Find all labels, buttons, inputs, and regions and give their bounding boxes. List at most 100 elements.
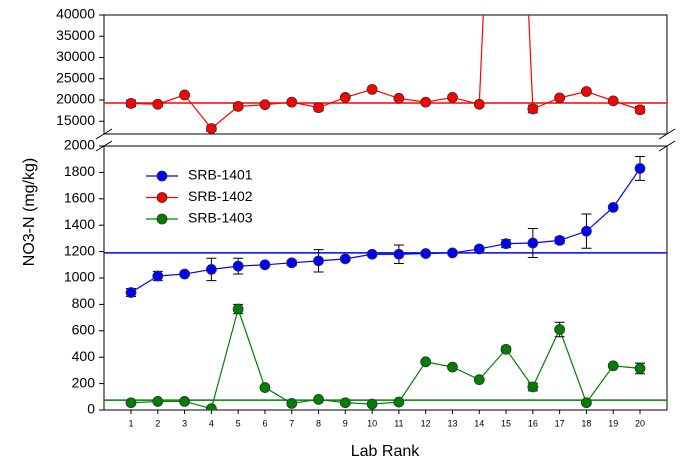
legend-label: SRB-1402	[188, 188, 253, 204]
data-point	[366, 248, 378, 260]
break-mark	[658, 128, 676, 140]
upper-plot	[104, 15, 667, 134]
data-point	[232, 100, 244, 112]
data-point	[447, 92, 458, 103]
y-tick-label: 2000	[64, 137, 95, 153]
data-point	[473, 243, 485, 255]
data-point	[179, 396, 190, 407]
x-tick-label: 4	[209, 418, 214, 428]
data-point	[205, 403, 217, 410]
x-tick-label: 5	[236, 418, 241, 428]
data-point	[473, 374, 485, 386]
data-point	[286, 397, 298, 409]
y-tick-label: 0	[87, 401, 95, 417]
data-point	[447, 247, 458, 259]
data-point	[179, 268, 190, 280]
data-point	[527, 103, 539, 115]
y2-tick-label: 25000	[56, 69, 95, 85]
data-point	[152, 396, 164, 407]
data-point	[581, 225, 592, 237]
data-point	[313, 394, 324, 405]
data-point	[607, 201, 619, 213]
data-point	[420, 248, 432, 259]
data-point	[205, 123, 217, 134]
y2-tick-label: 15000	[56, 112, 95, 128]
data-point	[500, 238, 512, 250]
x-tick-label: 10	[367, 418, 377, 428]
x-tick-label: 17	[555, 418, 565, 428]
data-point	[447, 361, 458, 373]
legend-label: SRB-1401	[188, 167, 253, 183]
y2-tick-label: 40000	[56, 6, 95, 22]
x-tick-label: 13	[447, 418, 457, 428]
x-tick-label: 2	[155, 418, 160, 428]
y-tick-label: 400	[72, 348, 96, 364]
data-point	[607, 95, 619, 107]
break-mark	[658, 140, 676, 152]
y-axis-label: NO3-N (mg/kg)	[21, 158, 38, 266]
series-line	[130, 168, 641, 294]
break-gap	[659, 134, 675, 146]
data-point	[286, 96, 298, 108]
data-point	[125, 98, 137, 109]
data-point	[500, 343, 512, 355]
x-tick-label: 19	[608, 418, 618, 428]
data-point	[393, 248, 405, 260]
series-line	[130, 15, 641, 130]
y-tick-label: 200	[72, 374, 96, 390]
data-point	[634, 104, 646, 116]
legend-marker	[156, 213, 168, 225]
x-tick-label: 7	[289, 418, 294, 428]
break-gap	[96, 134, 112, 146]
data-point	[259, 99, 271, 111]
x-tick-label: 1	[128, 418, 133, 428]
y2-tick-label: 35000	[56, 27, 95, 43]
data-point	[473, 98, 485, 110]
upper-frame	[103, 14, 668, 135]
x-tick-label: 14	[474, 418, 484, 428]
data-point	[527, 237, 539, 249]
y2-tick-label: 20000	[56, 91, 95, 107]
data-point	[286, 257, 298, 269]
data-point	[554, 92, 566, 104]
series-line	[130, 306, 641, 410]
data-point	[393, 92, 405, 104]
data-point	[179, 89, 190, 101]
data-point	[339, 253, 351, 265]
data-point	[607, 360, 619, 372]
data-point	[527, 381, 539, 393]
data-point	[152, 270, 164, 282]
data-point	[339, 92, 351, 103]
data-point	[581, 86, 592, 97]
data-point	[232, 303, 244, 315]
data-point	[634, 163, 646, 174]
data-point	[232, 260, 244, 272]
y-tick-label: 1000	[64, 269, 95, 285]
data-point	[554, 324, 566, 335]
legend-marker	[156, 192, 168, 203]
data-point	[259, 259, 271, 271]
lower-plot	[104, 156, 667, 410]
data-point	[634, 363, 646, 374]
data-point	[313, 255, 324, 267]
x-tick-label: 11	[394, 418, 403, 428]
data-point	[125, 287, 137, 298]
lower-frame	[103, 145, 668, 411]
y-tick-label: 1200	[64, 242, 95, 258]
data-point	[205, 264, 217, 275]
data-point	[259, 382, 271, 393]
x-tick-label: 3	[182, 418, 187, 428]
x-tick-label: 15	[501, 418, 511, 428]
data-point	[313, 102, 324, 114]
y-tick-label: 1800	[64, 163, 95, 179]
data-point	[420, 96, 432, 108]
x-tick-label: 9	[343, 418, 348, 428]
data-point	[366, 83, 378, 95]
data-point	[420, 356, 432, 368]
x-tick-label: 20	[635, 418, 645, 428]
break-mark	[95, 128, 113, 140]
y-tick-label: 600	[72, 322, 96, 338]
data-point	[393, 396, 405, 408]
x-tick-label: 16	[528, 418, 538, 428]
data-point	[339, 397, 351, 409]
